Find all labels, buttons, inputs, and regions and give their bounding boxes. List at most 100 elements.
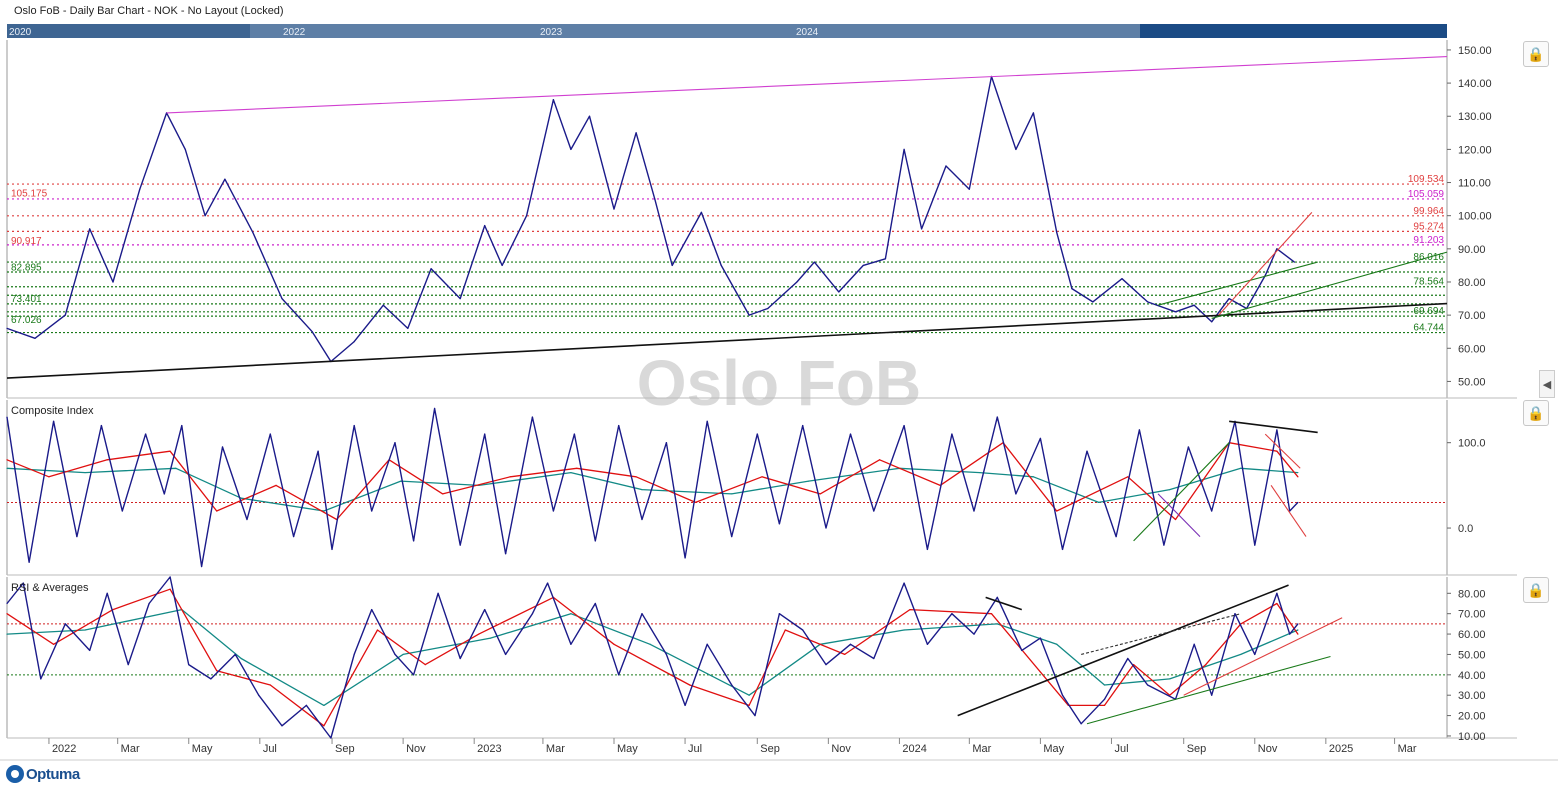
y-tick-label: 70.00 bbox=[1458, 310, 1486, 322]
data-point bbox=[28, 561, 30, 563]
data-point bbox=[6, 602, 8, 605]
data-point bbox=[996, 623, 998, 625]
data-point bbox=[1234, 613, 1236, 615]
data-point bbox=[382, 304, 384, 306]
data-point bbox=[240, 657, 242, 660]
data-point bbox=[34, 337, 36, 339]
data-point bbox=[1015, 493, 1017, 495]
data-point bbox=[635, 132, 637, 134]
x-tick-label: Nov bbox=[406, 743, 426, 755]
data-point bbox=[879, 459, 881, 461]
y-tick-label: 150.00 bbox=[1458, 45, 1492, 57]
data-point bbox=[694, 501, 697, 504]
data-point bbox=[996, 416, 998, 418]
y-tick-label: 20.00 bbox=[1458, 711, 1486, 723]
data-point bbox=[1193, 304, 1195, 306]
data-point bbox=[1211, 694, 1213, 696]
chevron-left-icon[interactable]: ◀ bbox=[1539, 370, 1555, 398]
data-point bbox=[618, 425, 620, 427]
data-point bbox=[269, 684, 271, 686]
data-point bbox=[112, 281, 114, 283]
level-label-right: 109.534 bbox=[1408, 174, 1445, 185]
lock-icon[interactable]: 🔒 bbox=[1523, 400, 1549, 426]
lock-icon[interactable]: 🔒 bbox=[1523, 577, 1549, 603]
lock-icon[interactable]: 🔒 bbox=[1523, 41, 1549, 67]
data-point bbox=[6, 633, 8, 635]
data-point bbox=[641, 518, 643, 521]
data-point bbox=[139, 188, 141, 190]
trendline bbox=[6, 302, 1448, 379]
data-point bbox=[838, 291, 840, 293]
data-point bbox=[188, 664, 190, 666]
x-tick-label: Nov bbox=[831, 743, 851, 755]
data-point bbox=[945, 165, 947, 167]
data-point bbox=[807, 480, 810, 482]
data-point bbox=[323, 704, 325, 706]
x-tick-label: May bbox=[617, 743, 638, 755]
data-point bbox=[873, 657, 875, 660]
data-point bbox=[748, 694, 750, 696]
data-point bbox=[200, 565, 203, 568]
data-point bbox=[234, 653, 236, 656]
data-point bbox=[635, 476, 637, 478]
data-point bbox=[531, 613, 534, 615]
trendline bbox=[985, 596, 1023, 611]
data-point bbox=[484, 225, 486, 227]
data-point bbox=[576, 467, 578, 469]
data-point bbox=[884, 258, 887, 260]
logo-text: Optuma bbox=[26, 765, 80, 783]
data-point bbox=[400, 480, 402, 482]
data-point bbox=[754, 714, 756, 717]
data-point bbox=[433, 407, 436, 410]
trendline bbox=[1211, 251, 1448, 319]
data-point bbox=[22, 582, 24, 584]
data-point bbox=[100, 425, 102, 427]
data-point bbox=[1205, 664, 1207, 666]
x-tick-label: Jul bbox=[263, 743, 277, 755]
data-point bbox=[731, 535, 733, 538]
series-slow bbox=[6, 608, 1299, 707]
x-tick-label: Jul bbox=[688, 743, 702, 755]
trendline bbox=[957, 584, 1289, 717]
y-tick-label: 80.00 bbox=[1458, 277, 1486, 289]
trendline bbox=[1218, 212, 1313, 316]
data-point bbox=[204, 215, 206, 217]
data-point bbox=[1297, 501, 1299, 504]
data-point bbox=[1254, 653, 1256, 656]
data-point bbox=[1276, 592, 1278, 594]
trendline bbox=[1157, 493, 1201, 537]
data-point bbox=[376, 629, 379, 631]
data-point bbox=[951, 613, 953, 615]
data-point bbox=[505, 553, 507, 555]
data-point bbox=[1169, 678, 1171, 680]
data-point bbox=[53, 420, 55, 422]
title-bar: Oslo FoB - Daily Bar Chart - NOK - No La… bbox=[0, 0, 1558, 22]
series-price bbox=[6, 75, 1295, 363]
data-point bbox=[951, 433, 953, 435]
data-point bbox=[671, 264, 673, 267]
data-point bbox=[1098, 501, 1100, 504]
data-point bbox=[1254, 544, 1256, 546]
series-fast bbox=[6, 442, 1299, 521]
data-point bbox=[413, 674, 415, 676]
data-point bbox=[1103, 698, 1106, 700]
data-point bbox=[641, 613, 643, 615]
data-point bbox=[1056, 510, 1058, 512]
data-point bbox=[570, 148, 572, 150]
data-point bbox=[84, 629, 86, 631]
x-tick-label: May bbox=[192, 743, 213, 755]
data-point bbox=[6, 613, 8, 615]
data-point bbox=[1061, 694, 1064, 696]
data-point bbox=[1056, 643, 1058, 645]
data-point bbox=[654, 198, 656, 200]
data-point bbox=[1297, 629, 1299, 631]
data-point bbox=[684, 557, 686, 559]
x-tick-label: May bbox=[1043, 743, 1064, 755]
data-point bbox=[424, 664, 426, 666]
y-tick-label: 50.00 bbox=[1458, 376, 1486, 388]
data-point bbox=[169, 576, 171, 578]
data-point bbox=[570, 471, 572, 474]
y-tick-label: 140.00 bbox=[1458, 78, 1492, 90]
data-point bbox=[48, 476, 50, 478]
